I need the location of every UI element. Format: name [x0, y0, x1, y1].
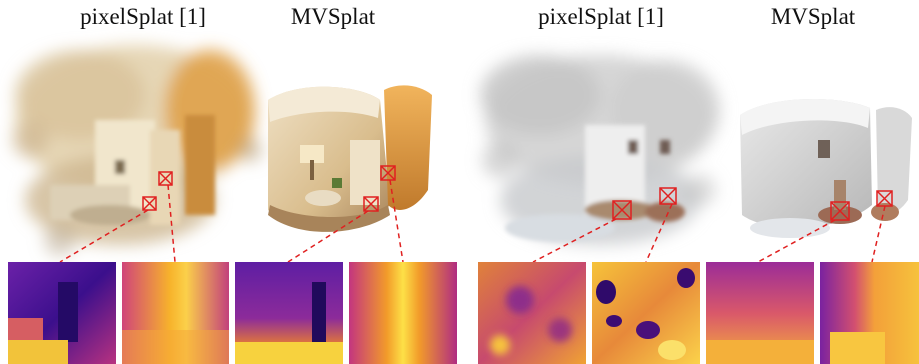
depth-crop-p1-a — [8, 262, 116, 364]
callout-box-p3-b — [659, 187, 677, 205]
callout-box-p2-a — [363, 196, 379, 212]
callout-box-p1-a — [142, 196, 157, 211]
depth-crop-p1-b — [122, 262, 229, 364]
method-label-mvsplat-left: MVSplat — [290, 4, 376, 29]
depth-crop-p4-a — [706, 262, 814, 364]
callout-leader-lines — [59, 179, 886, 263]
depth-crop-p3-a — [478, 262, 586, 364]
render-mvsplat-scene2 — [740, 98, 912, 238]
callout-box-p3-a — [612, 200, 632, 220]
depth-crop-p3-b — [592, 262, 700, 364]
render-mvsplat-scene1 — [268, 85, 432, 232]
callout-box-p4-a — [830, 201, 850, 221]
method-label-mvsplat-right: MVSplat — [770, 4, 856, 29]
method-label-pixelsplat-right: pixelSplat [1] — [538, 4, 664, 29]
render-pixelsplat-scene2 — [480, 55, 720, 245]
depth-crop-p2-b — [349, 262, 457, 364]
render-pixelsplat-scene1 — [12, 45, 262, 256]
callout-markers — [142, 165, 893, 221]
callout-box-p1-b — [158, 171, 173, 186]
method-label-pixelsplat-left: pixelSplat [1] — [80, 4, 206, 29]
depth-crop-p2-a — [235, 262, 343, 364]
callout-box-p2-b — [380, 165, 396, 181]
depth-crop-p4-b — [820, 262, 919, 364]
